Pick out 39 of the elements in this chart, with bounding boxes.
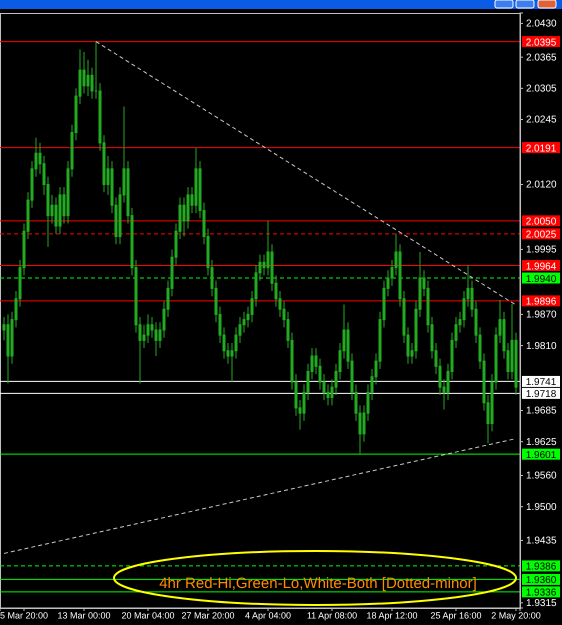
x-tick-label: 18 Apr 12:00 <box>366 610 418 620</box>
ref-line-label: 1.9360 <box>526 575 557 586</box>
y-tick-label: 2.0245 <box>526 114 558 126</box>
y-tick-label: 1.9625 <box>526 436 558 448</box>
ref-line-label: 1.9940 <box>526 274 557 285</box>
y-tick-label: 1.9870 <box>526 310 558 321</box>
candlestick <box>6 314 10 384</box>
ref-line-label: 1.9741 <box>526 377 557 388</box>
ref-line-label: 2.0191 <box>526 143 557 154</box>
x-tick-label: 20 Mar 04:00 <box>121 610 175 620</box>
y-tick-label: 1.9500 <box>526 502 558 513</box>
y-tick-label: 1.9995 <box>526 244 558 256</box>
ref-line-label: 1.9964 <box>526 261 557 272</box>
y-tick-label: 2.0430 <box>526 18 558 30</box>
ref-line-label: 2.0050 <box>526 216 557 228</box>
y-tick-label: 1.9315 <box>526 598 558 610</box>
y-tick-label: 1.9810 <box>526 340 558 352</box>
x-tick-label: 27 Mar 20:00 <box>181 610 235 620</box>
annotation: 4hr Red-Hi,Green-Lo,White-Both [Dotted-minor] <box>159 575 477 592</box>
ref-line-label: 2.0395 <box>526 37 557 48</box>
x-tick-label: 4 Apr 04:00 <box>244 610 292 620</box>
ref-line-label: 1.9386 <box>526 562 557 573</box>
candlestick <box>58 186 62 234</box>
x-tick-label: 11 Apr 08:00 <box>306 610 358 620</box>
x-tick-label: 5 Mar 20:00 <box>0 610 48 620</box>
ref-line-label: 1.9718 <box>526 389 557 400</box>
ref-line-label: 1.9336 <box>526 588 557 599</box>
y-tick-label: 2.0305 <box>526 84 558 95</box>
y-tick-label: 1.9560 <box>526 470 558 482</box>
y-tick-label: 1.9435 <box>526 536 558 547</box>
y-tick-label: 2.0120 <box>526 180 558 191</box>
ref-line-label: 1.9601 <box>526 450 557 461</box>
y-tick-label: 2.0365 <box>526 52 558 64</box>
ref-line-label: 2.0025 <box>526 230 557 241</box>
ref-line-label: 1.9896 <box>526 296 557 308</box>
x-tick-label: 25 Apr 16:00 <box>430 610 482 620</box>
x-tick-label: 13 Mar 00:00 <box>57 610 111 620</box>
y-tick-label: 1.9685 <box>526 406 558 417</box>
x-tick-label: 2 May 20:00 <box>491 610 541 620</box>
